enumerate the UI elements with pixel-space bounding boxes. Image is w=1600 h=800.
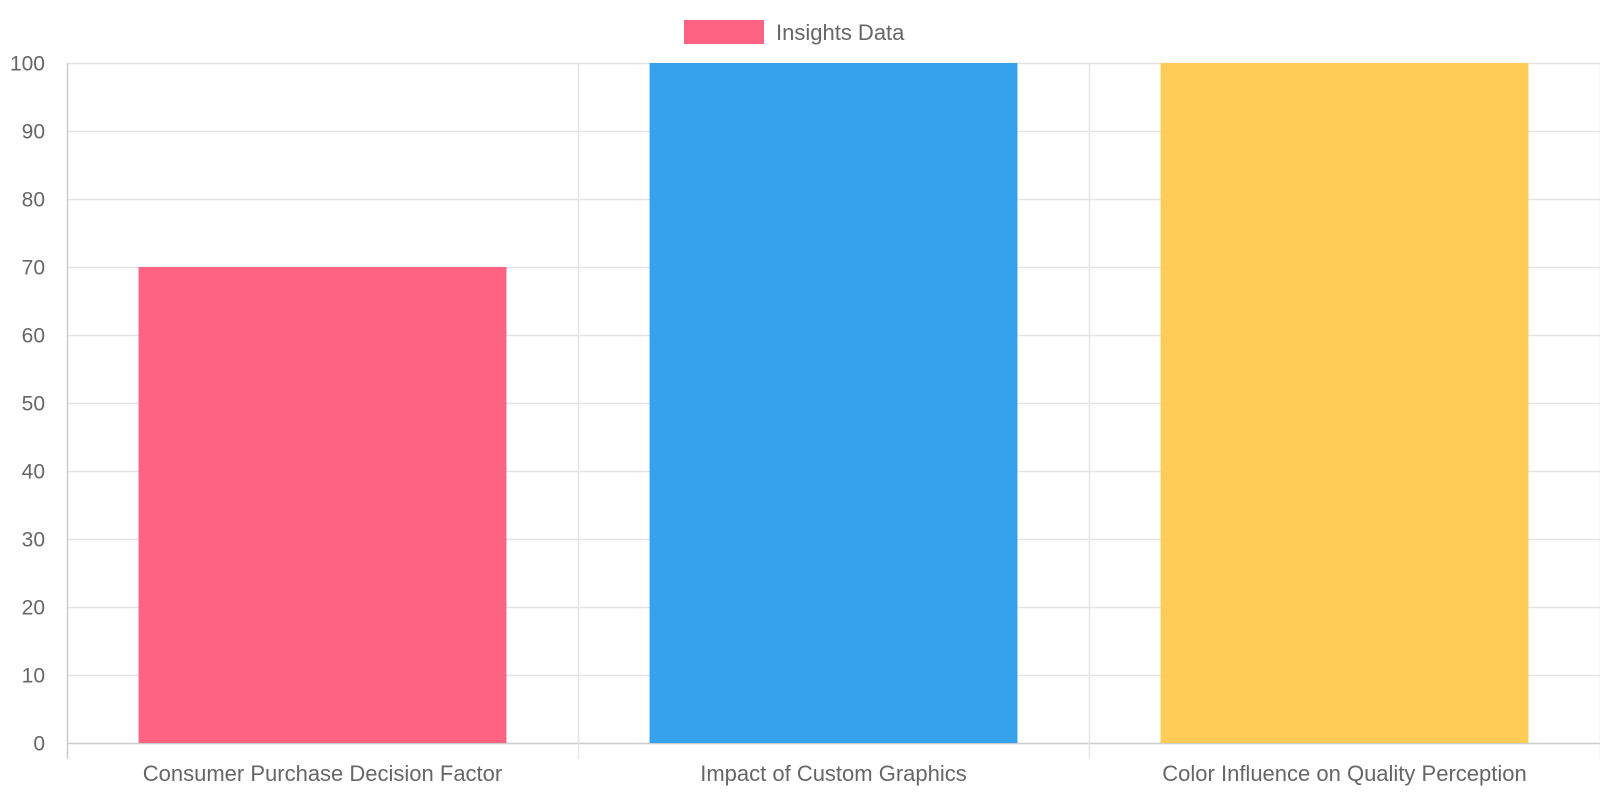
y-tick-label: 70 [22, 257, 45, 280]
x-tick-label: Impact of Custom Graphics [700, 761, 967, 786]
bar[interactable] [1160, 63, 1529, 743]
y-tick-label: 30 [22, 529, 45, 552]
bar[interactable] [138, 267, 507, 743]
y-tick-label: 100 [10, 53, 45, 76]
y-tick-label: 0 [33, 733, 45, 756]
y-tick-label: 50 [22, 393, 45, 416]
legend-swatch[interactable] [684, 20, 764, 44]
y-tick-label: 20 [22, 597, 45, 620]
bars-layer [138, 63, 1529, 743]
y-tick-label: 40 [22, 461, 45, 484]
y-tick-label: 90 [22, 121, 45, 144]
axes-layer: 0 10 20 30 40 50 60 70 80 90 100 Consumer Purchase … [10, 53, 1527, 787]
legend[interactable]: Insights Data [684, 20, 905, 45]
bar[interactable] [649, 63, 1018, 743]
y-tick-label: 10 [22, 665, 45, 688]
y-tick-label: 60 [22, 325, 45, 348]
legend-label[interactable]: Insights Data [776, 20, 905, 45]
x-tick-label: Consumer Purchase Decision Factor [143, 761, 502, 786]
y-tick-label: 80 [22, 189, 45, 212]
x-tick-label: Color Influence on Quality Perception [1162, 761, 1526, 786]
